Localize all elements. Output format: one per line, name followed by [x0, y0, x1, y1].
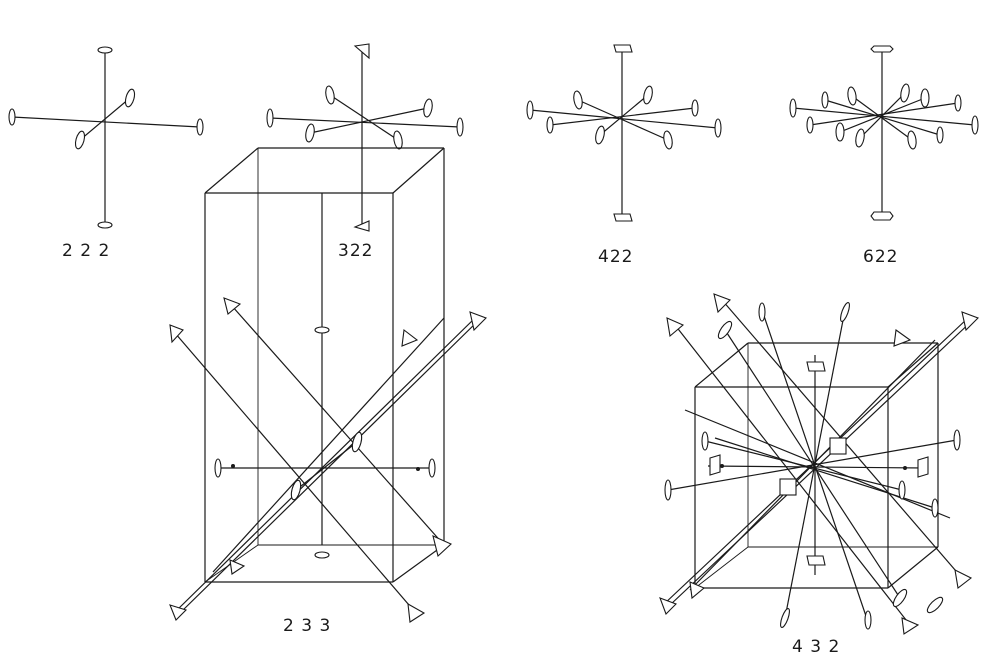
- diagram-222: 2 2 2: [8, 46, 204, 261]
- label-233: 2 3 3: [283, 616, 331, 636]
- diagram-422: 422: [526, 44, 722, 267]
- label-622: 622: [863, 247, 898, 267]
- label-222: 2 2 2: [62, 241, 110, 261]
- diagram-622: 622: [789, 45, 979, 267]
- diagram-322: 322: [266, 43, 464, 261]
- label-422: 422: [598, 247, 633, 267]
- label-322: 322: [338, 241, 373, 261]
- diagram-233: 2 3 3: [169, 147, 487, 636]
- label-432: 4 3 2: [792, 637, 840, 657]
- diagram-432: 4 3 2: [659, 293, 979, 657]
